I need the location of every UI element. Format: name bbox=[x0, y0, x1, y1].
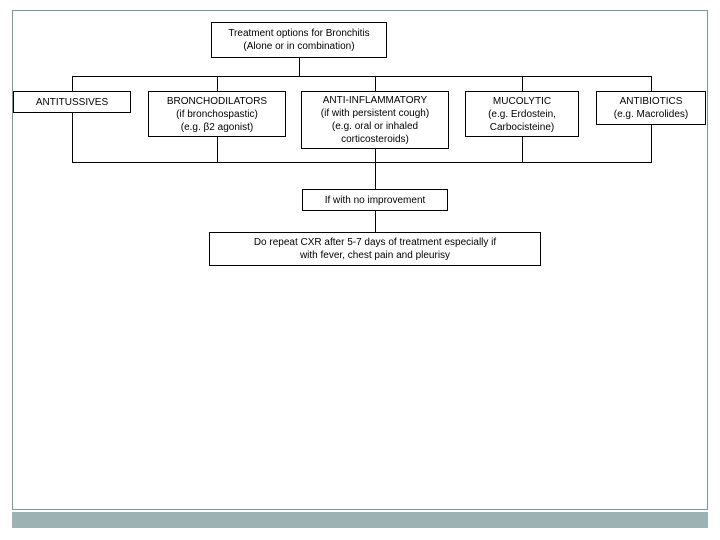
node-root: Treatment options for Bronchitis (Alone … bbox=[211, 22, 387, 58]
text-line: Do repeat CXR after 5-7 days of treatmen… bbox=[254, 236, 496, 249]
text-line: ANTIBIOTICS bbox=[614, 95, 688, 108]
text-line: If with no improvement bbox=[325, 194, 426, 207]
node-no-improvement: If with no improvement bbox=[302, 189, 448, 211]
node-text: BRONCHODILATORS (if bronchospastic) (e.g… bbox=[167, 95, 267, 134]
text-line: with fever, chest pain and pleurisy bbox=[254, 249, 496, 262]
node-antibiotics: ANTIBIOTICS (e.g. Macrolides) bbox=[596, 91, 706, 125]
text-line: BRONCHODILATORS bbox=[167, 95, 267, 108]
node-anti-inflammatory: ANTI-INFLAMMATORY (if with persistent co… bbox=[301, 91, 449, 149]
node-root-text: Treatment options for Bronchitis (Alone … bbox=[228, 27, 369, 53]
node-repeat-cxr: Do repeat CXR after 5-7 days of treatmen… bbox=[209, 232, 541, 266]
node-mucolytic: MUCOLYTIC (e.g. Erdostein, Carbocisteine… bbox=[465, 91, 579, 137]
text-line: Carbocisteine) bbox=[488, 121, 556, 134]
text-line: (e.g. β2 agonist) bbox=[167, 121, 267, 134]
node-text: ANTI-INFLAMMATORY (if with persistent co… bbox=[321, 94, 429, 146]
node-antitussives: ANTITUSSIVES bbox=[13, 91, 131, 113]
text-line: (e.g. oral or inhaled bbox=[321, 120, 429, 133]
text-line: (if with persistent cough) bbox=[321, 107, 429, 120]
text-line: ANTI-INFLAMMATORY bbox=[321, 94, 429, 107]
footer-bar bbox=[12, 512, 708, 528]
text-line: ANTITUSSIVES bbox=[36, 96, 108, 109]
text-line: MUCOLYTIC bbox=[488, 95, 556, 108]
text-line: (Alone or in combination) bbox=[228, 40, 369, 53]
slide-canvas: Treatment options for Bronchitis (Alone … bbox=[0, 0, 720, 540]
text-line: Treatment options for Bronchitis bbox=[228, 27, 369, 40]
text-line: (e.g. Macrolides) bbox=[614, 108, 688, 121]
text-line: (if bronchospastic) bbox=[167, 108, 267, 121]
node-text: Do repeat CXR after 5-7 days of treatmen… bbox=[254, 236, 496, 262]
node-text: MUCOLYTIC (e.g. Erdostein, Carbocisteine… bbox=[488, 95, 556, 134]
text-line: (e.g. Erdostein, bbox=[488, 108, 556, 121]
node-text: ANTIBIOTICS (e.g. Macrolides) bbox=[614, 95, 688, 121]
node-bronchodilators: BRONCHODILATORS (if bronchospastic) (e.g… bbox=[148, 91, 286, 137]
text-line: corticosteroids) bbox=[321, 133, 429, 146]
